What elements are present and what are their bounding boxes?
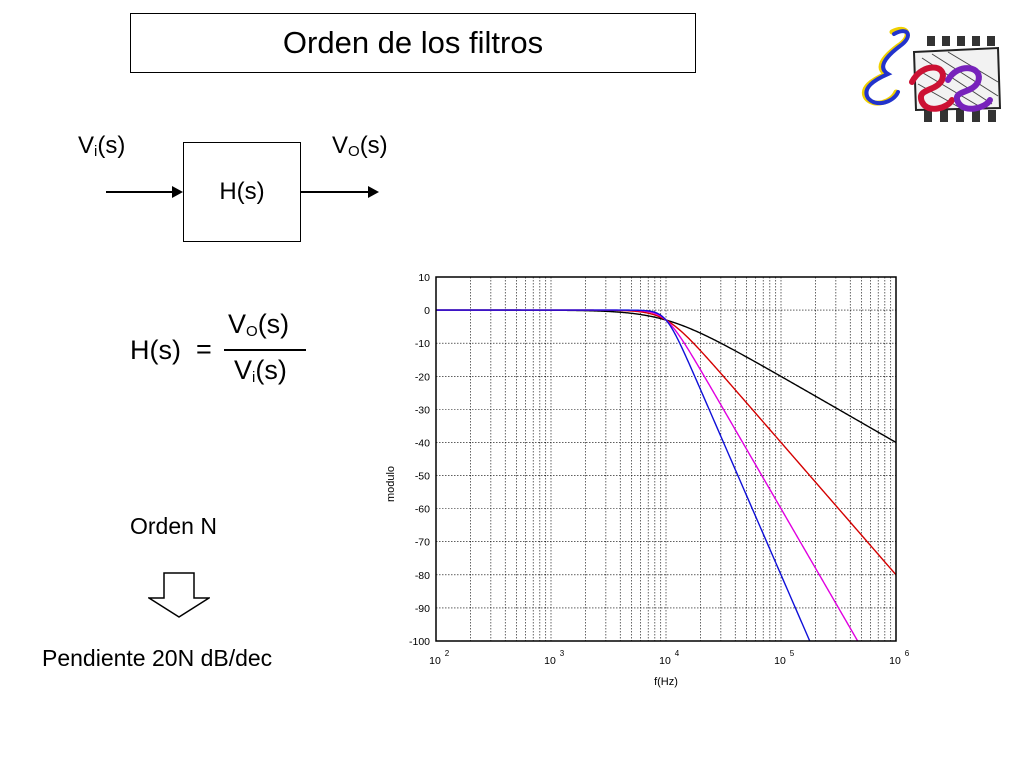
x-tick-exponent: 4 [675,649,680,658]
fraction-bar [224,349,306,351]
chart-ticks: 10 0 -10 -20 -30 -40 -50 -60 -70 -80 -90 -100 10 2 10 3… [409,272,910,667]
chart-grid [435,276,896,642]
y-tick-label: -20 [415,371,430,383]
signal-arrows [106,186,379,198]
x-tick-label: 10 [544,655,556,667]
x-tick-exponent: 6 [905,649,910,658]
y-tick-label: 10 [418,272,430,284]
order-label: Orden N [130,513,217,539]
x-axis-label: f(Hz) [654,676,678,688]
transfer-function-block: H(s) [183,142,301,242]
y-tick-label: -80 [415,570,430,582]
x-tick-label: 10 [774,655,786,667]
x-tick-exponent: 5 [790,649,795,658]
output-arrowhead [368,186,379,198]
x-tick-label: 10 [889,655,901,667]
x-tick-exponent: 2 [445,649,450,658]
series-line-order-4 [436,309,811,642]
down-arrow-icon [148,572,210,618]
chart-curves [436,309,897,642]
formula-denominator: Vi(s) [234,355,287,386]
formula-equals: = [196,334,212,364]
slide-title: Orden de los filtros [130,13,696,73]
output-signal-label: VO(s) [332,132,388,160]
block-diagram: Vi(s) VO(s) H(s) [78,130,420,260]
y-tick-label: -90 [415,603,430,615]
y-tick-label: -50 [415,471,430,483]
x-tick-label: 10 [429,655,441,667]
y-tick-label: -100 [409,636,430,648]
x-tick-exponent: 3 [560,649,565,658]
formula-lhs: H(s) [130,335,181,365]
y-tick-label: -30 [415,404,430,416]
slope-label: Pendiente 20N dB/dec [42,645,273,671]
input-arrowhead [172,186,183,198]
formula-numerator: VO(s) [228,309,290,340]
transfer-function-formula: H(s) = VO(s) Vi(s) [130,305,320,395]
y-tick-label: -10 [415,338,430,350]
input-signal-label: Vi(s) [78,132,126,160]
y-axis-label: modulo [385,466,397,502]
x-tick-label: 10 [659,655,671,667]
bode-magnitude-chart: 10 0 -10 -20 -30 -40 -50 -60 -70 -80 -90 -100 10 2 10 3… [385,272,910,688]
y-tick-label: -40 [415,437,430,449]
plot-frame [435,276,897,642]
y-tick-label: -70 [415,537,430,549]
y-tick-label: -60 [415,504,430,516]
dee-logo [862,26,1002,122]
y-tick-label: 0 [424,305,430,317]
